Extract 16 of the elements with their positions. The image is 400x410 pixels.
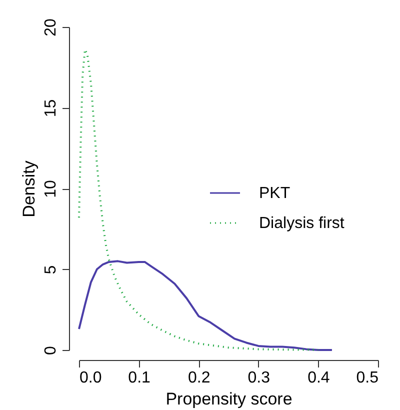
y-tick-label: 5 (42, 265, 60, 274)
x-tick-label: 0.0 (80, 370, 102, 386)
legend-label: Dialysis first (259, 215, 345, 232)
y-tick-label: 10 (42, 180, 60, 198)
legend-label: PKT (259, 185, 290, 202)
y-axis-title: Density (20, 160, 38, 218)
y-tick-label: 0 (42, 346, 60, 355)
y-tick-label: 20 (42, 18, 60, 36)
x-tick-label: 0.2 (188, 370, 210, 386)
x-tick-label: 0.4 (308, 370, 330, 386)
x-tick-label: 0.3 (248, 370, 270, 386)
line-series (78, 260, 333, 351)
x-tick-label: 0.5 (356, 370, 379, 386)
y-tick-label: 15 (42, 99, 60, 118)
x-axis-title: Propensity score (166, 390, 292, 408)
x-tick-label: 0.1 (128, 370, 151, 386)
